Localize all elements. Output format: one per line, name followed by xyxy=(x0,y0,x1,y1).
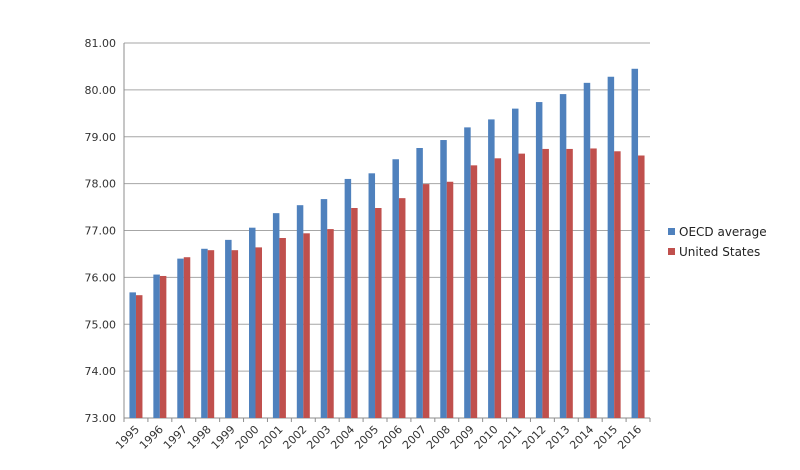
bar-oecd-average xyxy=(344,178,352,418)
bars xyxy=(129,68,645,418)
legend-label: OECD average xyxy=(679,225,767,239)
bar-oecd-average xyxy=(607,76,615,418)
bar-oecd-average xyxy=(559,94,567,418)
bar-united-states xyxy=(518,153,525,418)
bar-oecd-average xyxy=(201,248,208,418)
bar-united-states xyxy=(279,238,286,418)
bar-oecd-average xyxy=(296,205,304,418)
bar-united-states xyxy=(638,155,645,418)
legend-label: United States xyxy=(679,245,760,259)
bar-oecd-average xyxy=(535,102,543,418)
x-tick-label: 1997 xyxy=(161,423,190,452)
x-tick-label: 2013 xyxy=(543,423,572,452)
y-tick-label: 75.00 xyxy=(85,318,117,331)
bar-united-states xyxy=(375,208,382,418)
legend-swatch xyxy=(668,228,675,235)
bar-oecd-average xyxy=(583,82,591,418)
y-tick-label: 77.00 xyxy=(85,225,117,238)
x-tick-label: 1995 xyxy=(113,423,142,452)
bar-oecd-average xyxy=(177,258,184,418)
bar-united-states xyxy=(566,148,573,418)
y-tick-label: 76.00 xyxy=(85,271,117,284)
bar-oecd-average xyxy=(631,68,639,418)
y-tick-label: 81.00 xyxy=(85,37,117,50)
x-tick-label: 2011 xyxy=(496,423,525,452)
bar-united-states xyxy=(255,247,262,418)
bar-united-states xyxy=(494,158,502,418)
y-tick-label: 74.00 xyxy=(85,365,117,378)
bar-united-states xyxy=(422,184,430,418)
bar-oecd-average xyxy=(225,239,232,418)
bar-oecd-average xyxy=(272,213,280,418)
x-tick-label: 2016 xyxy=(615,423,644,452)
x-axis: 1995199619971998199920002001200220032004… xyxy=(113,418,651,452)
x-tick-label: 1996 xyxy=(137,423,166,452)
bar-oecd-average xyxy=(512,108,519,418)
bar-united-states xyxy=(183,257,191,418)
bar-united-states xyxy=(303,233,310,418)
legend: OECD average United States xyxy=(668,225,767,259)
bar-united-states xyxy=(398,198,406,418)
y-tick-label: 73.00 xyxy=(85,412,117,425)
bar-oecd-average xyxy=(249,227,256,418)
bar-united-states xyxy=(542,148,549,418)
x-tick-label: 2009 xyxy=(448,423,477,452)
bar-united-states xyxy=(207,250,215,418)
bar-united-states xyxy=(351,208,358,418)
bar-oecd-average xyxy=(129,292,136,418)
bar-united-states xyxy=(590,148,597,418)
bar-oecd-average xyxy=(320,199,328,418)
x-tick-label: 2006 xyxy=(376,423,405,452)
bar-oecd-average xyxy=(464,127,471,418)
bar-united-states xyxy=(446,181,454,418)
x-tick-label: 2015 xyxy=(591,423,620,452)
x-tick-label: 1999 xyxy=(209,423,238,452)
x-tick-label: 2010 xyxy=(472,423,501,452)
y-tick-label: 80.00 xyxy=(85,84,117,97)
bar-oecd-average xyxy=(440,140,447,418)
x-tick-label: 2014 xyxy=(567,423,596,452)
x-tick-label: 2000 xyxy=(233,423,262,452)
legend-swatch xyxy=(668,248,675,255)
bar-united-states xyxy=(614,151,621,418)
bar-united-states xyxy=(135,295,143,418)
x-tick-label: 2001 xyxy=(257,423,286,452)
x-tick-label: 1998 xyxy=(185,423,214,452)
bar-oecd-average xyxy=(368,173,376,418)
x-tick-label: 2003 xyxy=(304,423,333,452)
x-tick-label: 2012 xyxy=(520,423,549,452)
x-tick-label: 2005 xyxy=(352,423,381,452)
y-tick-label: 78.00 xyxy=(85,178,117,191)
x-tick-label: 2004 xyxy=(328,423,357,452)
x-tick-label: 2002 xyxy=(280,423,309,452)
y-tick-label: 79.00 xyxy=(85,131,117,144)
y-axis: 73.00 74.00 75.00 76.00 77.00 78.00 79.00 80.00… xyxy=(85,37,125,425)
bar-oecd-average xyxy=(488,119,495,418)
bar-united-states xyxy=(159,275,167,418)
x-tick-label: 2008 xyxy=(424,423,453,452)
bar-oecd-average xyxy=(153,274,160,418)
bar-united-states xyxy=(327,229,334,418)
bar-united-states xyxy=(470,165,478,418)
bar-oecd-average xyxy=(416,148,423,418)
bar-oecd-average xyxy=(392,159,399,418)
x-tick-label: 2007 xyxy=(400,423,429,452)
bar-united-states xyxy=(231,250,239,418)
